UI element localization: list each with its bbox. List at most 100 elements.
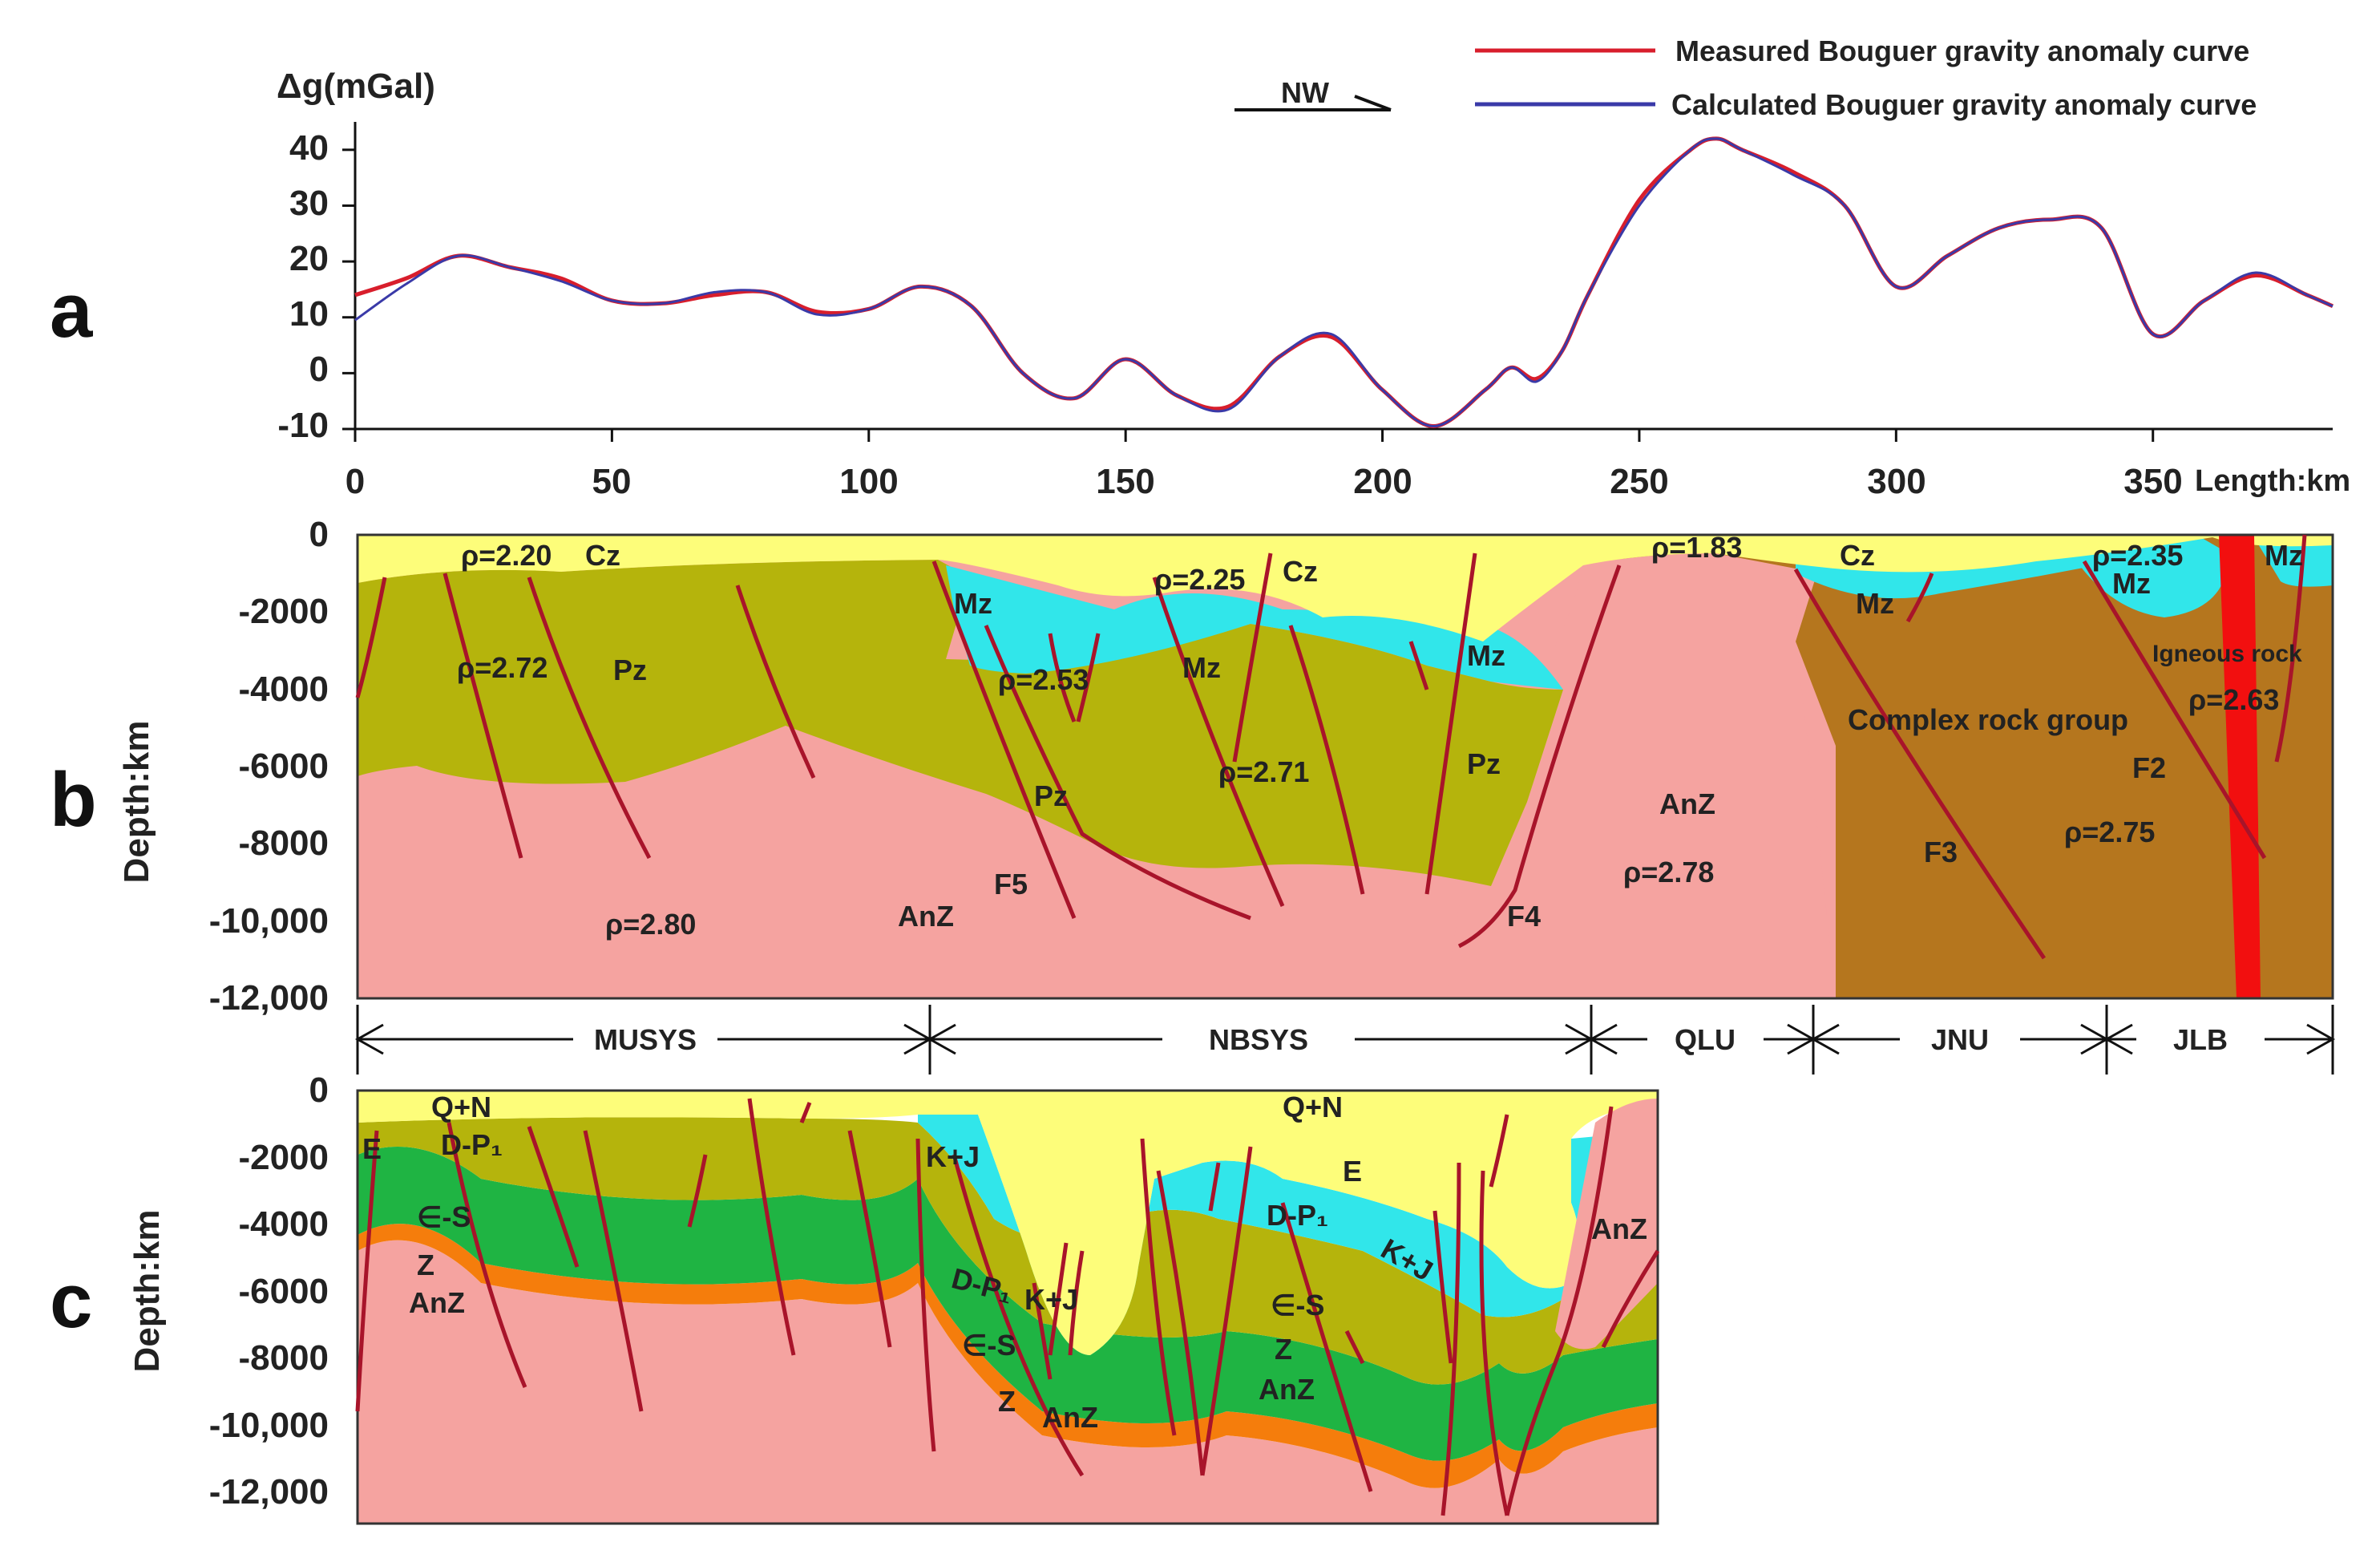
label-rho275: ρ=2.75 <box>2064 816 2155 848</box>
b-y-tick-6000: -6000 <box>238 747 329 786</box>
y-tick-0: 0 <box>309 350 329 389</box>
c-y-tick-4000: -4000 <box>238 1204 329 1244</box>
x-axis-unit-label: Length:km <box>2195 464 2350 498</box>
label-c-anz-2: AnZ <box>1042 1401 1098 1434</box>
label-c-anz-4: AnZ <box>1591 1212 1647 1245</box>
d-p-layer-west <box>358 1117 918 1200</box>
label-rho278: ρ=2.78 <box>1623 856 1714 888</box>
y-axis-title-b: Depth:km <box>117 721 156 884</box>
mz-corner-jlb <box>2253 535 2333 587</box>
direction-indicator: NW <box>1234 76 1392 111</box>
y-tick-30: 30 <box>289 184 329 223</box>
c-y-tick-6000: -6000 <box>238 1272 329 1311</box>
label-rho253: ρ=2.53 <box>998 663 1089 696</box>
z-layer-c <box>358 1224 1658 1488</box>
label-c-dp-1: D-P₁ <box>441 1128 503 1161</box>
panel-b-letter: b <box>50 757 97 843</box>
label-cz-1: Cz <box>585 539 620 572</box>
faults-b <box>355 534 2307 960</box>
c-y-tick-0: 0 <box>309 1070 329 1110</box>
series-measured-line <box>354 136 2334 428</box>
label-mz-1: Mz <box>954 587 992 620</box>
y-tick-minus10: -10 <box>277 406 329 445</box>
gravity-anomaly-chart: 40 30 20 10 0 -10 0 50 100 150 200 250 3… <box>277 122 2350 501</box>
label-c-z-1: Z <box>417 1249 434 1281</box>
b-y-tick-2000: -2000 <box>238 592 329 631</box>
x-tick-0: 0 <box>345 462 365 501</box>
label-rho225: ρ=2.25 <box>1154 563 1245 596</box>
label-f3: F3 <box>1924 836 1958 868</box>
series-calculated-line <box>354 137 2334 427</box>
panel-a-letter: a <box>50 268 93 354</box>
y-tick-40: 40 <box>289 128 329 168</box>
label-rho183: ρ=1.83 <box>1651 531 1742 564</box>
label-igneous-rock: Igneous rock <box>2152 641 2302 667</box>
label-cz-2: Cz <box>1283 555 1318 588</box>
label-rho220: ρ=2.20 <box>461 539 552 572</box>
tectonic-zone-band <box>354 1005 2336 1075</box>
label-pz-3: Pz <box>1467 747 1501 780</box>
b-y-tick-12000: -12,000 <box>209 978 329 1018</box>
b-y-tick-4000: -4000 <box>238 670 329 709</box>
section-b-frame <box>356 533 2334 1000</box>
legend-measured-label: Measured Bouguer gravity anomaly curve <box>1675 34 2249 67</box>
section-c-body: Q+N E D-P₁ ∈-S Z AnZ K+J D-P₁ K+J ∈-S Z … <box>355 1089 1660 1525</box>
section-b-body: ρ=2.20 Cz ρ=2.72 Pz Mz ρ=2.25 Cz ρ=2.53 … <box>355 531 2334 1000</box>
label-anz-2: AnZ <box>1659 787 1715 820</box>
y-axis-title-a: Δg(mGal) <box>277 67 435 106</box>
label-f5: F5 <box>994 868 1028 901</box>
x-tick-50: 50 <box>592 462 632 501</box>
c-y-tick-10000: -10,000 <box>209 1406 329 1445</box>
label-c-kj-1: K+J <box>926 1140 980 1173</box>
c-y-tick-2000: -2000 <box>238 1138 329 1177</box>
label-c-e-2: E <box>1343 1155 1362 1188</box>
b-y-tick-0: 0 <box>309 515 329 554</box>
direction-label: NW <box>1281 76 1329 109</box>
x-tick-100: 100 <box>839 462 898 501</box>
mz-layer-b <box>946 565 1563 690</box>
label-rho271: ρ=2.71 <box>1218 755 1309 788</box>
label-rho280: ρ=2.80 <box>605 908 696 941</box>
label-c-z-3: Z <box>1275 1333 1292 1366</box>
zone-nbsys: NBSYS <box>1209 1023 1308 1056</box>
label-c-e-1: E <box>362 1132 382 1165</box>
label-mz-6: Mz <box>2265 539 2303 572</box>
label-c-qn-1: Q+N <box>431 1091 491 1123</box>
x-tick-300: 300 <box>1867 462 1925 501</box>
qlu-anz-block <box>1447 553 1836 998</box>
anz-layer-c <box>358 1240 1658 1524</box>
b-y-tick-10000: -10,000 <box>209 901 329 941</box>
label-mz-4: Mz <box>1856 587 1894 620</box>
y-axis-title-c: Depth:km <box>127 1210 167 1373</box>
faults-c <box>355 1098 1660 1516</box>
x-tick-150: 150 <box>1096 462 1154 501</box>
zone-musys: MUSYS <box>594 1023 697 1056</box>
legend: Measured Bouguer gravity anomaly curve C… <box>1475 34 2257 121</box>
legend-calculated-label: Calculated Bouguer gravity anomaly curve <box>1671 88 2257 121</box>
x-tick-250: 250 <box>1610 462 1668 501</box>
cambrian-silurian-layer <box>358 1147 1658 1461</box>
label-pz-1: Pz <box>613 654 647 686</box>
label-c-es-1: ∈-S <box>417 1200 471 1233</box>
label-rho272: ρ=2.72 <box>457 651 548 684</box>
label-c-z-2: Z <box>998 1385 1016 1418</box>
x-tick-350: 350 <box>2123 462 2182 501</box>
x-tick-200: 200 <box>1353 462 1412 501</box>
cz-layer-b <box>358 535 2333 641</box>
panel-c-letter: c <box>50 1258 92 1344</box>
section-c-frame <box>356 1089 1659 1525</box>
c-y-tick-8000: -8000 <box>238 1338 329 1378</box>
igneous-intrusion <box>2219 535 2261 998</box>
label-c-es-3: ∈-S <box>1271 1289 1324 1321</box>
c-y-tick-12000: -12,000 <box>209 1472 329 1512</box>
label-pz-2: Pz <box>1034 779 1068 812</box>
label-c-kj-2: K+J <box>1024 1283 1078 1316</box>
label-mz-3: Mz <box>1467 639 1505 672</box>
zone-jnu: JNU <box>1931 1023 1989 1056</box>
label-c-es-2: ∈-S <box>962 1329 1016 1362</box>
label-f2: F2 <box>2132 751 2166 784</box>
label-mz-2: Mz <box>1182 651 1221 684</box>
label-c-qn-2: Q+N <box>1283 1091 1343 1123</box>
label-c-anz-1: AnZ <box>409 1286 465 1319</box>
label-cz-3: Cz <box>1840 539 1875 572</box>
